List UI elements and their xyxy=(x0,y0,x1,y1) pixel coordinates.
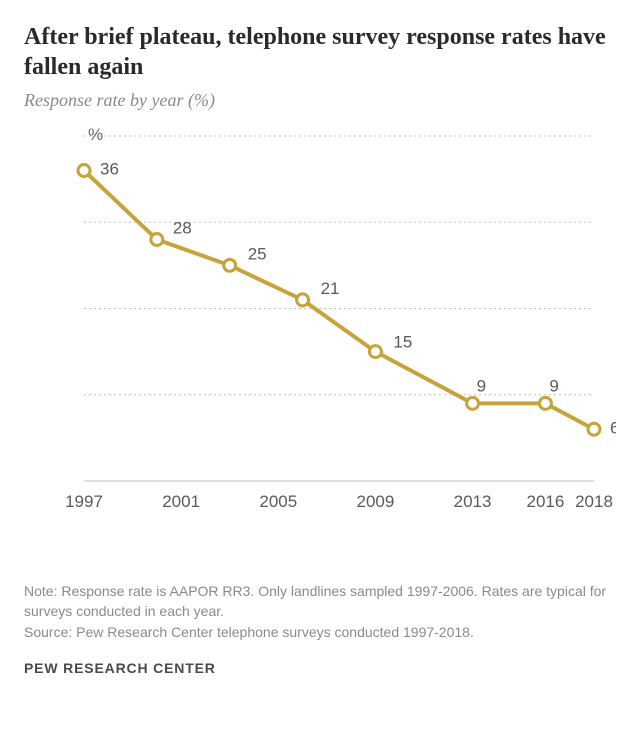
chart-area: % 1997 2001 2005 2009 2013 2016 2018 36 28 25 21 15 9… xyxy=(24,121,616,541)
note-line: Note: Response rate is AAPOR RR3. Only l… xyxy=(24,581,616,622)
value-label: 21 xyxy=(321,279,340,298)
x-tick-label: 2001 xyxy=(162,492,200,511)
source-line: Source: Pew Research Center telephone su… xyxy=(24,622,616,642)
value-label: 28 xyxy=(173,219,192,238)
x-tick-label: 2013 xyxy=(454,492,492,511)
data-marker xyxy=(539,397,551,409)
x-tick-label: 2009 xyxy=(357,492,395,511)
value-label: 25 xyxy=(248,244,267,263)
data-marker xyxy=(588,423,600,435)
value-label: 6 xyxy=(610,418,616,437)
data-marker xyxy=(78,165,90,177)
data-marker xyxy=(297,294,309,306)
series-line xyxy=(84,171,594,430)
value-label: 9 xyxy=(477,376,486,395)
y-unit-label: % xyxy=(88,125,103,144)
line-chart-svg: % 1997 2001 2005 2009 2013 2016 2018 36 28 25 21 15 9… xyxy=(24,121,616,541)
chart-title: After brief plateau, telephone survey re… xyxy=(24,22,616,82)
value-label: 36 xyxy=(100,160,119,179)
value-label: 15 xyxy=(393,333,412,352)
value-label: 9 xyxy=(549,376,558,395)
data-marker xyxy=(467,397,479,409)
x-tick-label: 1997 xyxy=(65,492,103,511)
chart-notes: Note: Response rate is AAPOR RR3. Only l… xyxy=(24,581,616,642)
chart-subtitle: Response rate by year (%) xyxy=(24,90,616,111)
x-tick-label: 2018 xyxy=(575,492,613,511)
data-marker xyxy=(224,259,236,271)
attribution: PEW RESEARCH CENTER xyxy=(24,660,616,676)
x-tick-label: 2005 xyxy=(259,492,297,511)
data-marker xyxy=(151,234,163,246)
x-tick-label: 2016 xyxy=(527,492,565,511)
data-marker xyxy=(369,346,381,358)
